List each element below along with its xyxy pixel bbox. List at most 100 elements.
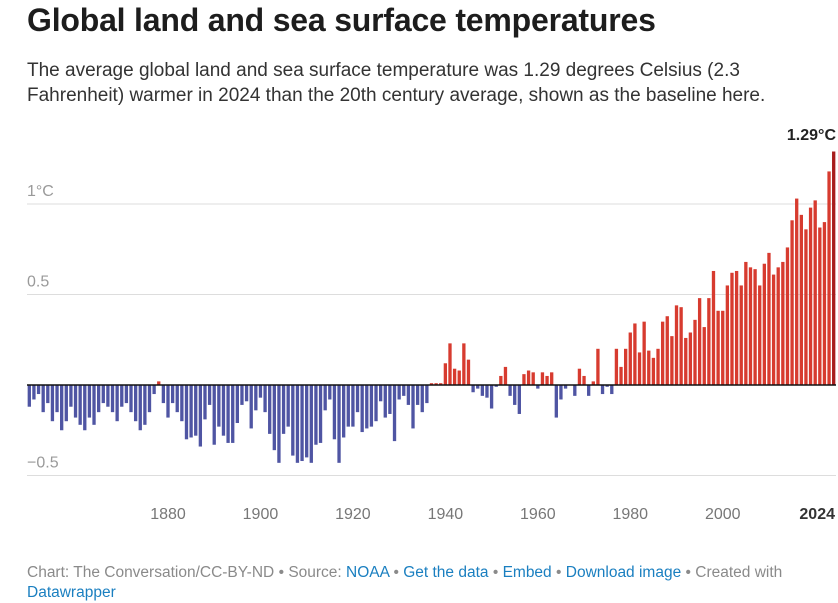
bar [309,385,313,463]
bar [799,214,803,385]
bar [522,374,526,385]
bar [434,383,438,385]
chart-footer: Chart: The Conversation/CC-BY-ND • Sourc… [27,563,835,603]
bar [420,385,424,413]
footer-separator: • [393,564,399,581]
bar [120,385,124,407]
bar [499,375,503,385]
bar [425,385,429,404]
bar [235,385,239,424]
bar [674,305,679,385]
bar [388,385,392,414]
bar [693,319,697,385]
bar [92,385,96,425]
bar [633,323,637,385]
axis-layer: 1880 1900 1920 1940 1960 1980 2000 2024 1.29°C [27,127,836,523]
x-tick-label: 2000 [705,506,741,523]
embed-link[interactable]: Embed [502,564,552,581]
bar [457,370,461,385]
temperature-bar-chart: 1°C 0.5 −0.5 1880 1900 1920 1940 1960 1980 2000 2… [27,127,836,523]
bar [221,385,226,436]
bar [60,385,64,431]
bar [55,385,59,413]
bar [776,267,780,385]
footer-separator: • [685,564,691,581]
bar [647,350,651,385]
bar [832,151,836,385]
bar [411,385,415,429]
bar [101,385,105,404]
bar [476,385,480,389]
x-tick-label: 1980 [612,506,648,523]
bar [194,385,198,436]
bar [452,368,457,385]
bar [619,366,623,385]
bar [27,385,31,407]
bar [406,385,411,405]
bar [795,198,799,385]
datawrapper-link[interactable]: Datawrapper [27,584,116,601]
bar [87,385,92,418]
y-tick-label: 0.5 [27,274,49,291]
bar [587,385,591,396]
bar [785,247,790,385]
bar [198,385,203,447]
bar [175,385,179,413]
bar [212,385,216,445]
bar [36,385,41,395]
bar [152,385,156,395]
bar [295,385,300,463]
bar [605,385,609,387]
bar [753,269,757,385]
bar [758,285,762,385]
bar [46,385,50,404]
bar-layer [27,151,836,463]
bar [628,332,632,385]
bar [342,385,346,438]
bar [489,385,494,409]
bar [397,385,401,400]
chart-subtitle: The average global land and sea surface … [27,60,766,106]
bar [286,385,290,427]
bar [730,272,734,385]
bar [32,385,36,400]
bar [166,385,170,418]
bar [624,348,628,385]
x-tick-label: 1960 [520,506,556,523]
bar [41,385,45,413]
bar [124,385,129,404]
bar [415,385,420,405]
bar [471,385,475,393]
bar [697,298,702,385]
bar [656,348,660,385]
bar [133,385,138,422]
bar [360,385,364,433]
bar [660,321,665,385]
source-prefix: Source: [288,564,342,581]
bar [226,385,230,443]
y-tick-label: 1°C [27,183,54,200]
bar [180,385,184,422]
source-link[interactable]: NOAA [346,564,390,581]
bar [170,385,175,404]
bar [818,227,822,385]
bar [762,263,766,385]
y-tick-label: −0.5 [27,455,59,472]
get-data-link[interactable]: Get the data [403,564,489,581]
download-image-link[interactable]: Download image [565,564,682,581]
bar [268,385,272,434]
bar [203,385,207,420]
created-with-text: Created with [695,564,783,581]
bar [610,385,614,395]
bar [614,348,619,385]
bar [670,336,674,385]
bar [665,316,669,385]
bar [748,267,753,385]
bar [739,285,743,385]
bar [804,229,808,385]
bar [503,366,508,385]
bar [545,375,549,385]
bar [466,359,471,385]
bar [110,385,115,413]
bar [96,385,101,413]
